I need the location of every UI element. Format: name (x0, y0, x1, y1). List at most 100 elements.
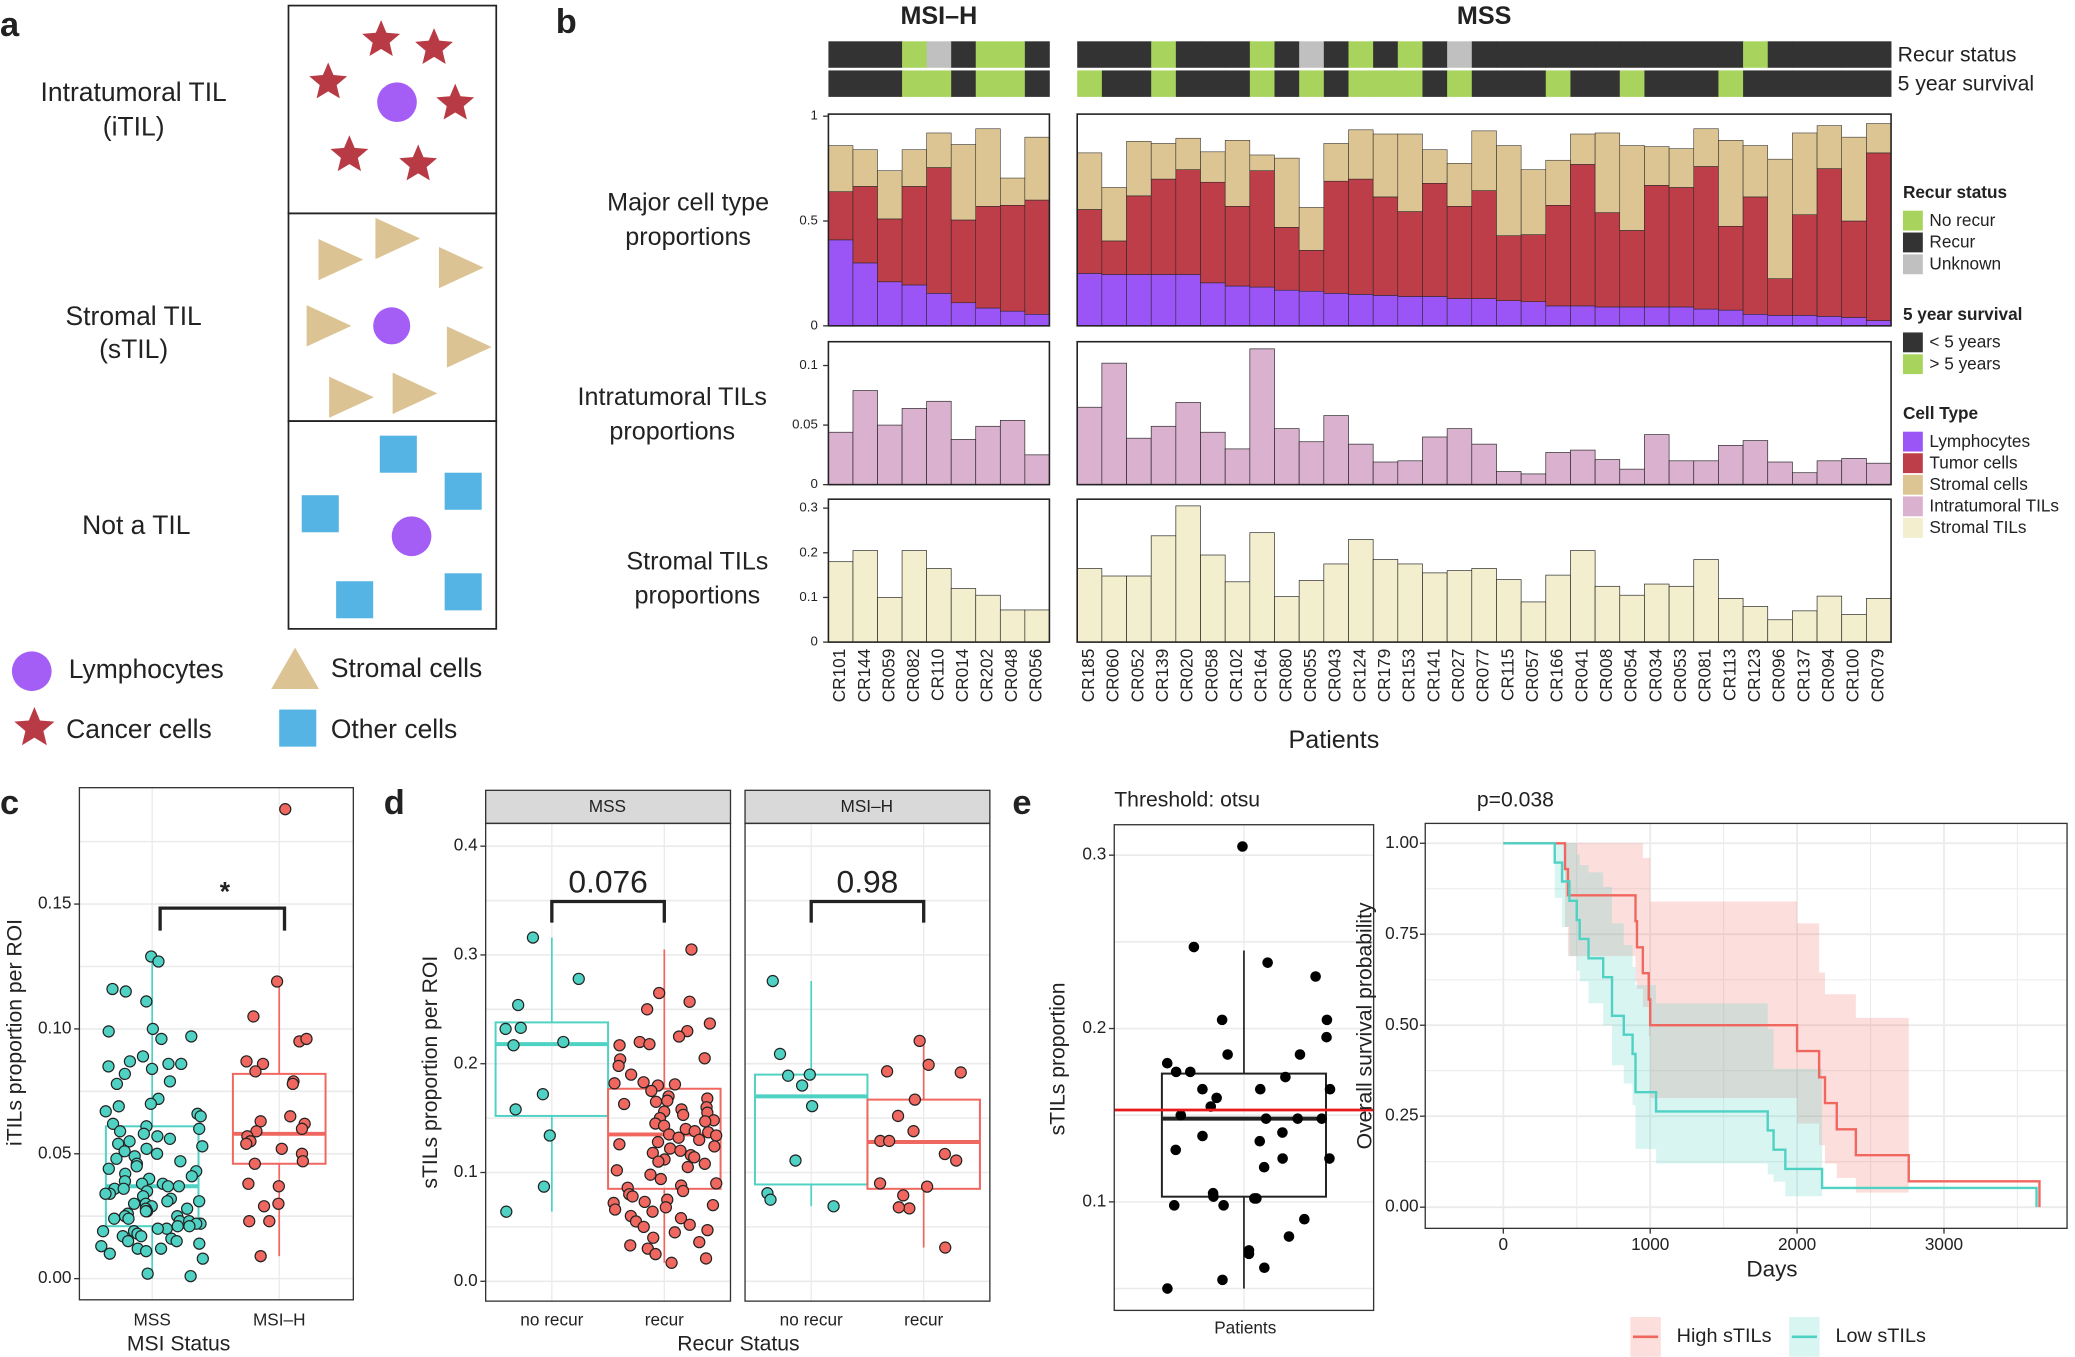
data-point (646, 1146, 659, 1160)
data-point (500, 1205, 513, 1218)
bar-stil (1348, 539, 1374, 643)
patient-label: CR079 (1867, 649, 1887, 703)
bar-tumor (1866, 152, 1892, 321)
y-axis-title: sTILs proportion (1046, 983, 1069, 1136)
survival-cell (828, 70, 854, 97)
patient-label: CR144 (854, 648, 874, 702)
data-point (1175, 1109, 1187, 1121)
y-tick-label: 0.00 (1385, 1196, 1418, 1216)
legend-label: Recur (1929, 232, 1975, 252)
recur-status-cell (1817, 41, 1843, 68)
box-1-box (231, 1072, 327, 1165)
legend-label: Low sTILs (1835, 1325, 1926, 1347)
bar-itil (1224, 448, 1251, 485)
survival-cell (1422, 70, 1448, 97)
recur-status-cell (1299, 41, 1325, 68)
tick-label: 0.1 (799, 357, 817, 372)
other-square-icon (444, 573, 482, 611)
bar-tumor (1372, 196, 1399, 296)
data-point (102, 1025, 115, 1038)
data-point (710, 1129, 723, 1142)
data-point (151, 1222, 164, 1235)
bar-stil (1866, 598, 1892, 643)
data-point (674, 1144, 687, 1157)
data-point (185, 1170, 198, 1183)
bar-stromal (1644, 146, 1670, 186)
bar-stromal (828, 145, 854, 192)
x-tick-label: no recur (520, 1310, 583, 1330)
data-point (663, 1142, 677, 1155)
data-point (672, 1131, 685, 1144)
data-point (240, 1137, 253, 1150)
bar-stromal (1619, 145, 1645, 231)
bar-tumor (1274, 227, 1300, 291)
bar-stromal (1274, 157, 1300, 228)
facet-label: MSI–H (841, 796, 894, 816)
data-point (954, 1066, 967, 1079)
bar-stil (1101, 575, 1127, 643)
bar-itil (1718, 444, 1744, 485)
data-point (617, 1097, 631, 1111)
data-point (1258, 1161, 1270, 1173)
patient-label: CR113 (1719, 649, 1739, 701)
bar-stromal (1545, 159, 1571, 206)
other-square-icon (444, 472, 482, 510)
data-point (137, 1127, 151, 1140)
recur-status-cell (1619, 41, 1645, 68)
bar-tumor (1101, 240, 1127, 275)
data-point (171, 1220, 184, 1233)
bar-itil (1545, 452, 1571, 485)
survival-cell (1397, 70, 1423, 97)
data-point (676, 1184, 690, 1198)
data-point (140, 1142, 153, 1155)
tick-label: 0.3 (799, 500, 817, 515)
data-point (668, 1078, 682, 1091)
panel-frame (827, 340, 1051, 486)
survival-cell (1175, 70, 1201, 97)
x-axis-title: Days (1746, 1257, 1797, 1282)
patient-label: CR096 (1769, 649, 1789, 703)
data-point (873, 1177, 887, 1190)
data-point (102, 1162, 115, 1175)
data-point (646, 1205, 659, 1218)
bar-stromal (1323, 143, 1349, 182)
bar-stil (1323, 563, 1349, 643)
bar-itil (1792, 472, 1818, 485)
survival-cell (1126, 70, 1152, 97)
data-point (102, 1060, 115, 1073)
data-point (908, 1093, 922, 1106)
bar-itil (1249, 348, 1275, 485)
data-point (161, 1195, 174, 1208)
bar-stil (1841, 614, 1867, 643)
confidence-band-0 (1503, 843, 1909, 1193)
legend-label: Lymphocytes (1929, 431, 2030, 451)
recur-status-cell (1718, 41, 1744, 68)
data-point (145, 1062, 159, 1076)
lymphocyte-circle-icon (373, 307, 411, 345)
bar-stromal (1520, 169, 1547, 235)
data-point (938, 1147, 952, 1161)
data-point (693, 1133, 706, 1147)
y-tick-label: 0.75 (1385, 923, 1418, 943)
data-point (950, 1154, 963, 1167)
survival-cell (1249, 70, 1275, 97)
data-point (701, 1224, 714, 1237)
bar-tumor (1348, 178, 1374, 295)
recur-status-cell (926, 41, 952, 68)
data-point (653, 986, 666, 1000)
bar-lymphocytes (1520, 301, 1547, 327)
bar-lymphocytes (1422, 296, 1448, 327)
recur-status-cell (877, 41, 903, 68)
bar-tumor (1323, 180, 1349, 294)
bar-itil (1446, 428, 1473, 485)
data-point (624, 1239, 637, 1252)
bar-stromal (1471, 130, 1497, 191)
patient-label: CR080 (1275, 649, 1295, 703)
data-point (897, 1189, 910, 1202)
recur-status-cell (1274, 41, 1300, 68)
bar-stil (1496, 579, 1522, 643)
data-point (117, 1182, 130, 1195)
bar-itil (926, 400, 952, 485)
bar-tumor (1644, 185, 1670, 308)
